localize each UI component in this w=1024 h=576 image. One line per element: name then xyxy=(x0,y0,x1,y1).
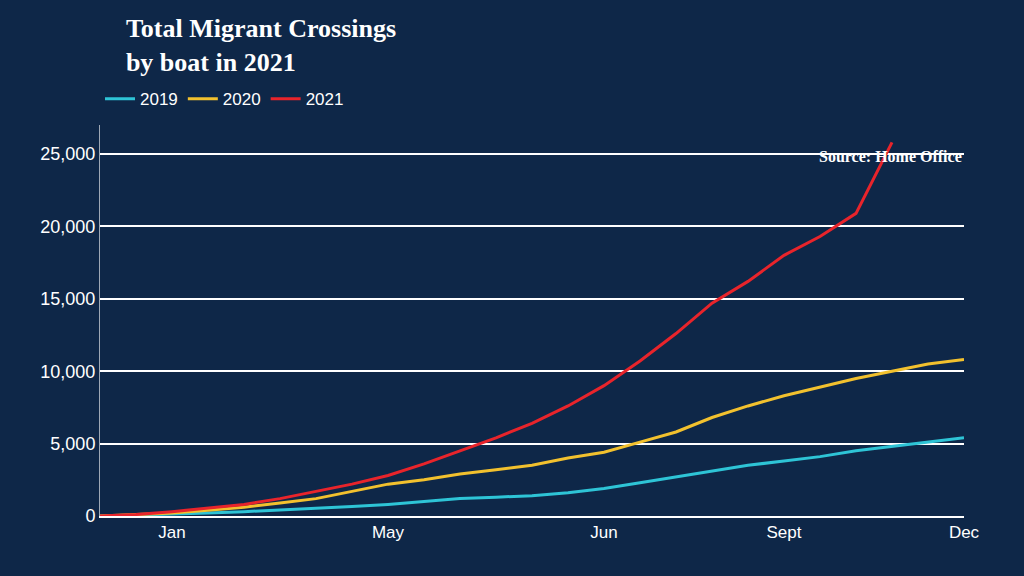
svg-text:2019: 2019 xyxy=(140,90,178,109)
svg-text:0: 0 xyxy=(85,506,95,526)
svg-text:10,000: 10,000 xyxy=(40,361,95,381)
svg-text:20,000: 20,000 xyxy=(40,217,95,237)
svg-text:25,000: 25,000 xyxy=(40,144,95,164)
svg-text:Total Migrant Crossingsby boat: Total Migrant Crossingsby boat in 2021 xyxy=(126,14,396,77)
svg-text:15,000: 15,000 xyxy=(40,289,95,309)
svg-text:Jun: Jun xyxy=(590,523,617,542)
svg-text:Jan: Jan xyxy=(158,523,185,542)
svg-text:Source: Home Office: Source: Home Office xyxy=(819,148,962,165)
svg-text:2020: 2020 xyxy=(223,90,261,109)
svg-text:May: May xyxy=(372,523,405,542)
svg-text:2021: 2021 xyxy=(306,90,344,109)
svg-text:5,000: 5,000 xyxy=(50,434,95,454)
svg-text:Sept: Sept xyxy=(767,523,802,542)
svg-text:Dec: Dec xyxy=(949,523,980,542)
